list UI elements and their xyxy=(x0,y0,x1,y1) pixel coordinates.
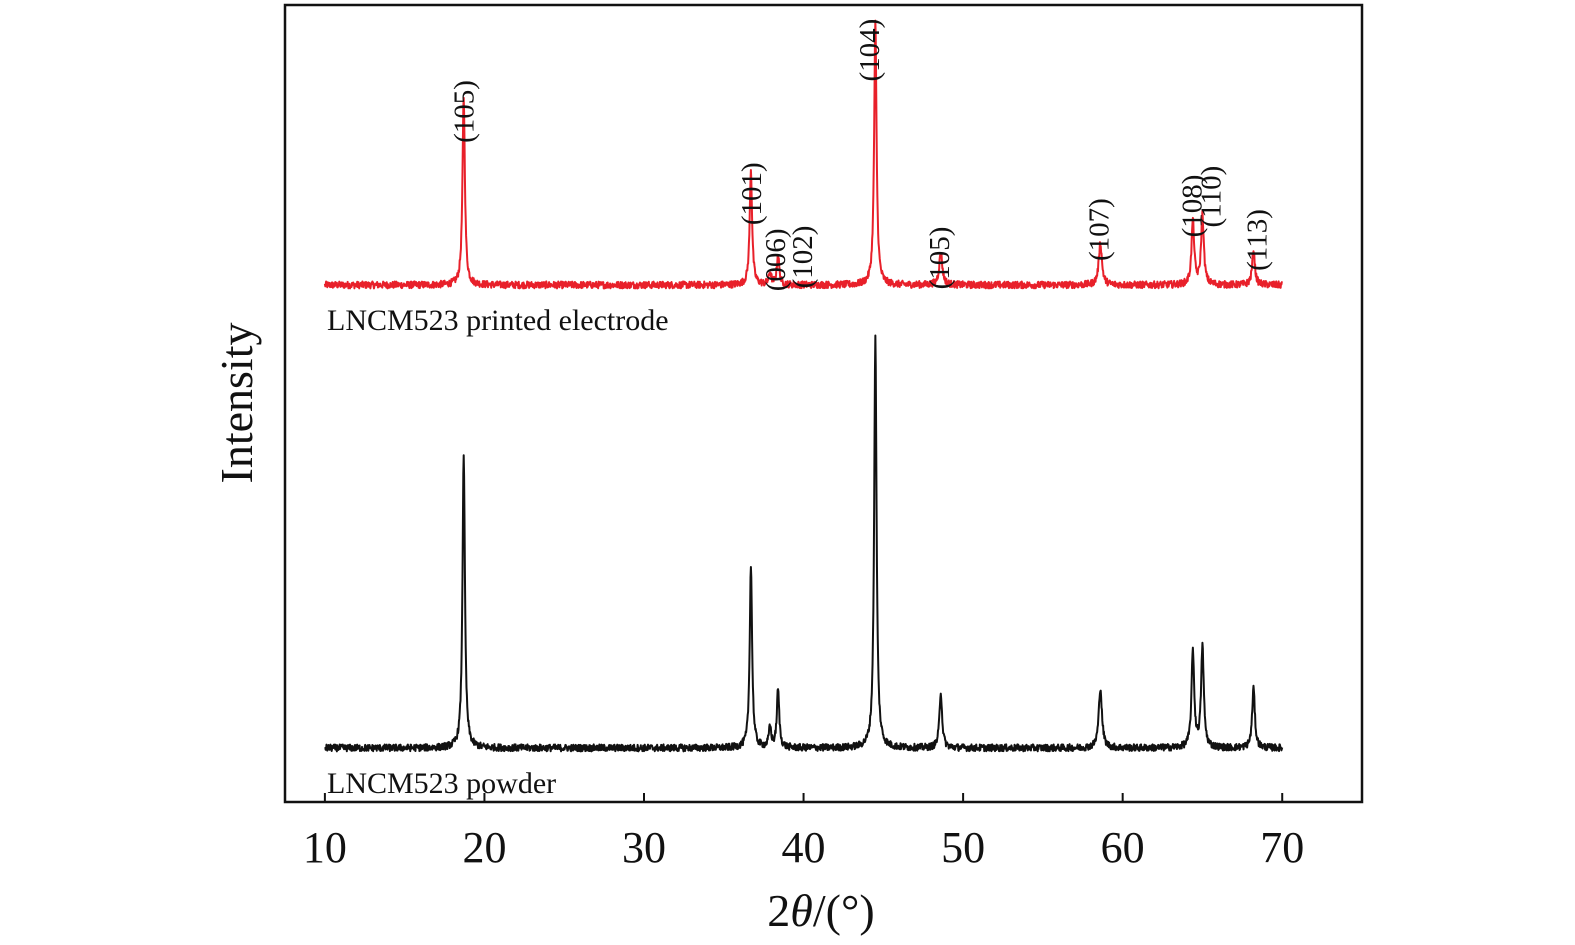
y-axis-label: Intensity xyxy=(211,323,262,484)
x-axis-ticks xyxy=(323,793,1284,802)
x-axis-label-symbol: θ xyxy=(790,885,813,936)
series-label-electrode: LNCM523 printed electrode xyxy=(327,304,669,337)
peak-labels: (105) (101)(006)(102) (104) (105) (107) (108)… xyxy=(449,19,1274,292)
series-curves xyxy=(323,19,1284,753)
x-tick-label-40: 40 xyxy=(782,823,826,872)
x-tick-label-50: 50 xyxy=(941,823,985,872)
series-line-powder xyxy=(324,334,1284,753)
series-line-electrode xyxy=(323,19,1283,290)
x-tick-label-60: 60 xyxy=(1101,823,1145,872)
peak-label: (006) xyxy=(760,228,792,291)
peak-label: (107) xyxy=(1084,198,1116,261)
x-tick-label-20: 20 xyxy=(462,823,506,872)
peak-label: (113) xyxy=(1242,209,1274,271)
peak-label: (104) xyxy=(854,19,886,82)
x-tick-label-30: 30 xyxy=(622,823,666,872)
peak-label: (108) xyxy=(1176,175,1208,238)
x-axis-label-suffix: /(°) xyxy=(813,885,875,936)
x-tick-label-10: 10 xyxy=(303,823,347,872)
series-label-powder: LNCM523 powder xyxy=(327,767,556,800)
peak-label: (105) xyxy=(924,227,956,290)
peak-label: (101) xyxy=(736,162,768,225)
peak-label: (105) xyxy=(449,80,481,143)
x-axis-label: 2θ/(°) xyxy=(767,885,874,936)
peak-label: (110) xyxy=(1195,166,1227,228)
x-axis-tick-labels: 10 20 30 40 50 60 70 xyxy=(303,823,1304,872)
plot-frame xyxy=(283,3,1364,804)
x-axis-label-prefix: 2 xyxy=(767,885,790,936)
x-tick-label-70: 70 xyxy=(1260,823,1304,872)
peak-label: (102) xyxy=(787,226,819,289)
